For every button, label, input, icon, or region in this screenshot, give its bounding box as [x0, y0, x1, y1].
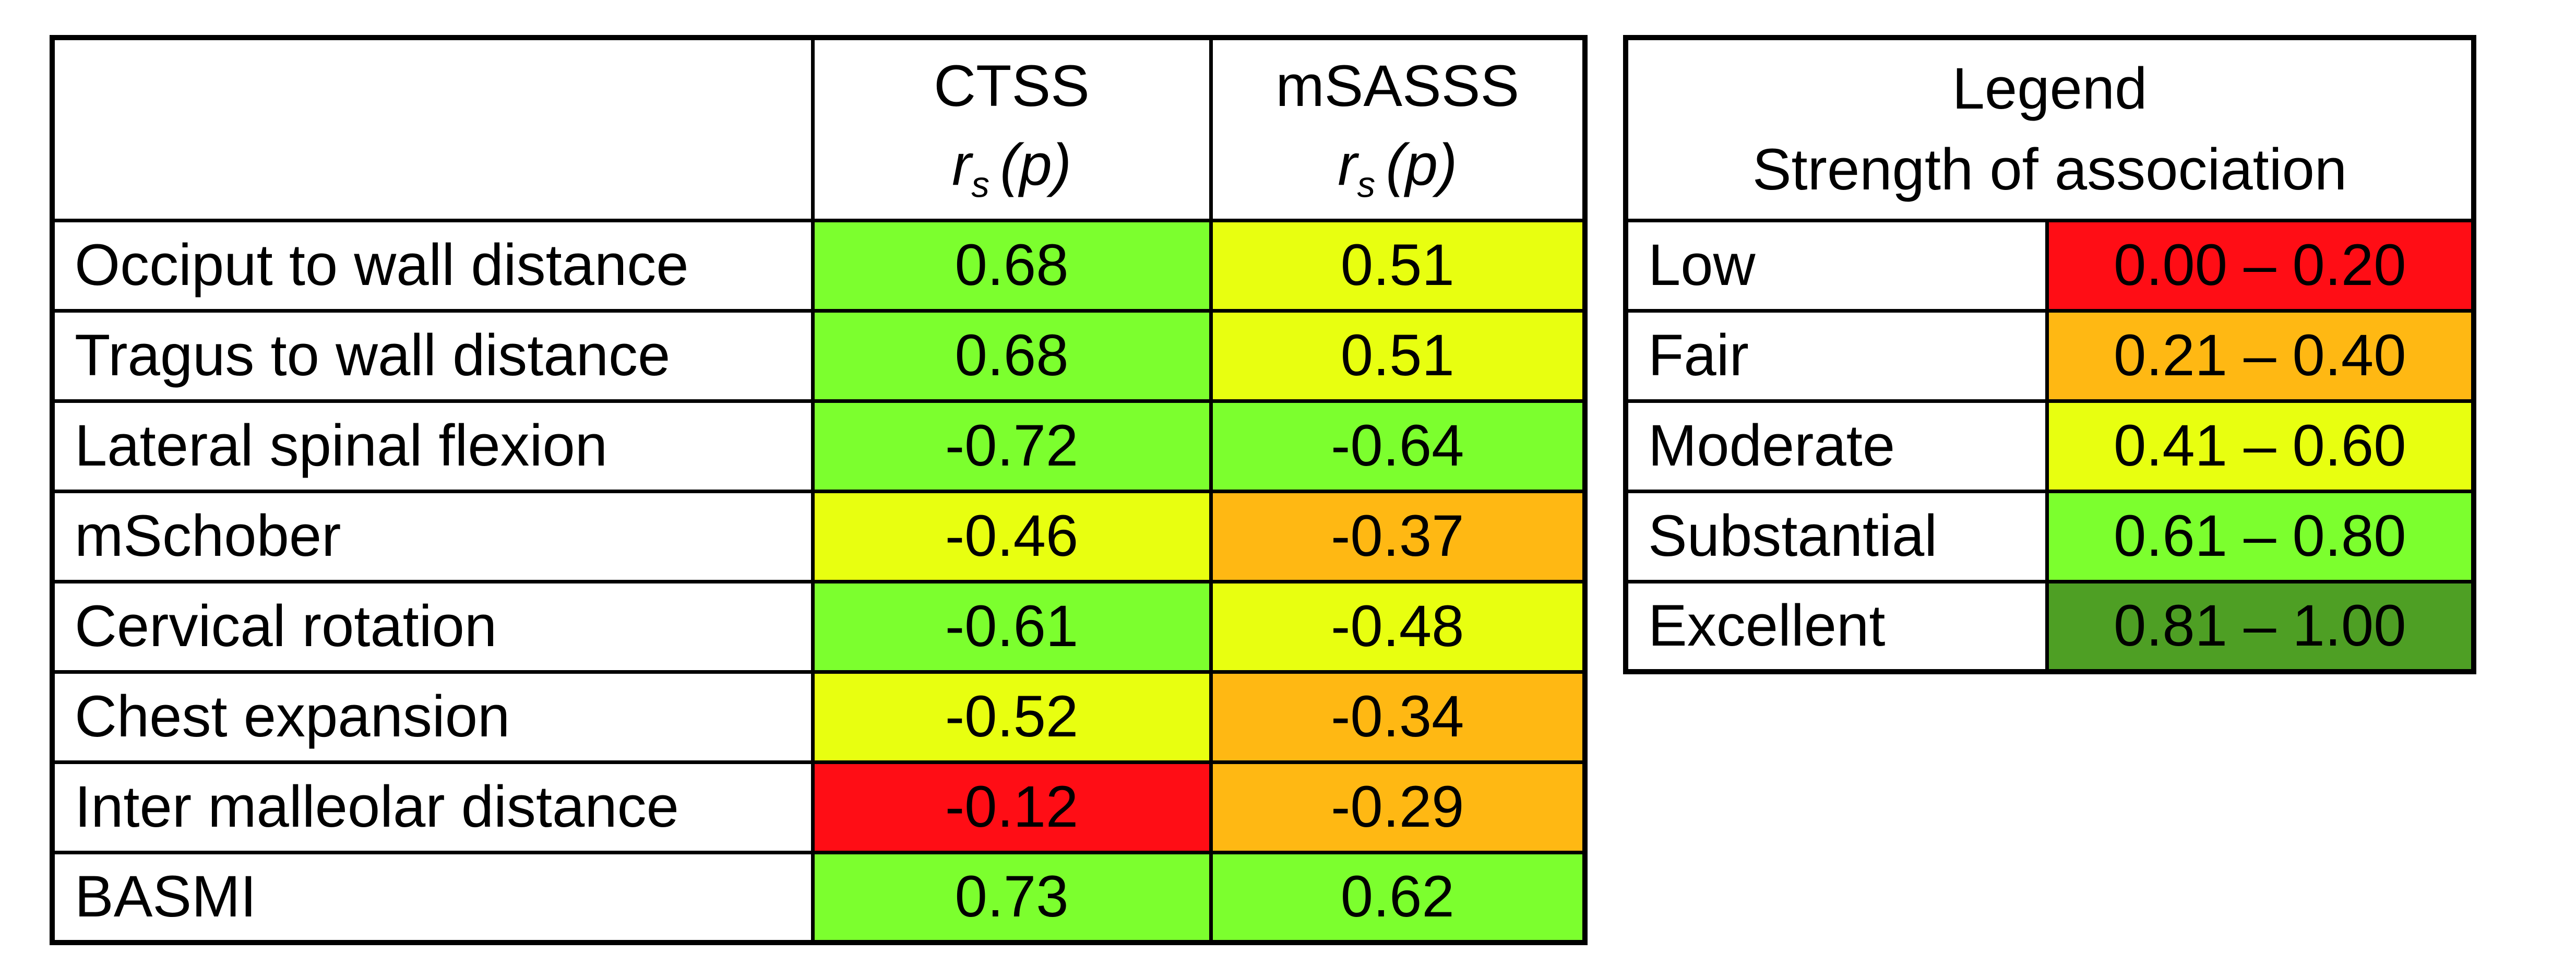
- value-cell-msasss: 0.51: [1209, 308, 1587, 403]
- value-cell-msasss: -0.37: [1209, 489, 1587, 583]
- column-stat-msasss: rs (p): [1214, 132, 1581, 206]
- table-row: Occiput to wall distance 0.68 0.51: [50, 218, 1587, 313]
- corner-cell: [50, 35, 815, 222]
- stat-base: r: [951, 132, 972, 197]
- legend-range-swatch: 0.61 – 0.80: [2045, 489, 2476, 583]
- value-cell-msasss: -0.64: [1209, 399, 1587, 493]
- row-label: Tragus to wall distance: [50, 308, 815, 403]
- value-cell-msasss: -0.34: [1209, 670, 1587, 764]
- value-cell-ctss: 0.68: [810, 218, 1213, 313]
- column-header-msasss: mSASSS rs (p): [1209, 35, 1587, 222]
- value-cell-msasss: 0.62: [1209, 850, 1587, 945]
- value-cell-ctss: -0.12: [810, 760, 1213, 854]
- value-cell-msasss: -0.29: [1209, 760, 1587, 854]
- value-cell-ctss: -0.52: [810, 670, 1213, 764]
- value-cell-ctss: -0.46: [810, 489, 1213, 583]
- table-row: Inter malleolar distance -0.12 -0.29: [50, 760, 1587, 854]
- row-label: Inter malleolar distance: [50, 760, 815, 854]
- row-label: BASMI: [50, 850, 815, 945]
- legend-range-swatch: 0.41 – 0.60: [2045, 399, 2476, 493]
- legend-row: Fair 0.21 – 0.40: [1624, 308, 2476, 403]
- stat-subscript: s: [971, 164, 989, 205]
- stat-subscript: s: [1357, 164, 1376, 205]
- value-cell-ctss: 0.73: [810, 850, 1213, 945]
- row-label: Lateral spinal flexion: [50, 399, 815, 493]
- value-cell-msasss: 0.51: [1209, 218, 1587, 313]
- table-row: mSchober -0.46 -0.37: [50, 489, 1587, 583]
- stat-base: r: [1338, 132, 1357, 197]
- legend-range-swatch: 0.21 – 0.40: [2045, 308, 2476, 403]
- legend-label: Low: [1624, 218, 2049, 313]
- legend-range-swatch: 0.00 – 0.20: [2045, 218, 2476, 313]
- legend-table: Legend Strength of association Low 0.00 …: [1623, 35, 2477, 674]
- legend-label: Fair: [1624, 308, 2049, 403]
- legend-range-swatch: 0.81 – 1.00: [2045, 579, 2476, 674]
- value-cell-ctss: 0.68: [810, 308, 1213, 403]
- row-label: Chest expansion: [50, 670, 815, 764]
- legend-row: Low 0.00 – 0.20: [1624, 218, 2476, 313]
- row-label: Cervical rotation: [50, 579, 815, 674]
- legend-header-row: Legend Strength of association: [1624, 35, 2476, 222]
- legend-subtitle: Strength of association: [1752, 136, 2347, 202]
- column-stat-ctss: rs (p): [816, 132, 1207, 206]
- row-label: Occiput to wall distance: [50, 218, 815, 313]
- table-row: BASMI 0.73 0.62: [50, 850, 1587, 945]
- legend-label: Substantial: [1624, 489, 2049, 583]
- value-cell-ctss: -0.72: [810, 399, 1213, 493]
- value-cell-msasss: -0.48: [1209, 579, 1587, 674]
- column-title-msasss: mSASSS: [1275, 53, 1520, 119]
- legend-row: Moderate 0.41 – 0.60: [1624, 399, 2476, 493]
- stat-suffix: (p): [1386, 132, 1458, 197]
- legend-header: Legend Strength of association: [1624, 35, 2476, 222]
- legend-title: Legend: [1952, 55, 2148, 121]
- table-row: Chest expansion -0.52 -0.34: [50, 670, 1587, 764]
- legend-label: Moderate: [1624, 399, 2049, 493]
- correlation-table: CTSS rs (p) mSASSS rs (p) Occiput to wall …: [50, 35, 1588, 945]
- table-row: Cervical rotation -0.61 -0.48: [50, 579, 1587, 674]
- header-row: CTSS rs (p) mSASSS rs (p): [50, 35, 1587, 222]
- table-row: Tragus to wall distance 0.68 0.51: [50, 308, 1587, 403]
- column-header-ctss: CTSS rs (p): [810, 35, 1213, 222]
- legend-row: Excellent 0.81 – 1.00: [1624, 579, 2476, 674]
- row-label: mSchober: [50, 489, 815, 583]
- legend-label: Excellent: [1624, 579, 2049, 674]
- legend-row: Substantial 0.61 – 0.80: [1624, 489, 2476, 583]
- value-cell-ctss: -0.61: [810, 579, 1213, 674]
- column-title-ctss: CTSS: [934, 53, 1090, 119]
- table-row: Lateral spinal flexion -0.72 -0.64: [50, 399, 1587, 493]
- stat-suffix: (p): [1000, 132, 1072, 197]
